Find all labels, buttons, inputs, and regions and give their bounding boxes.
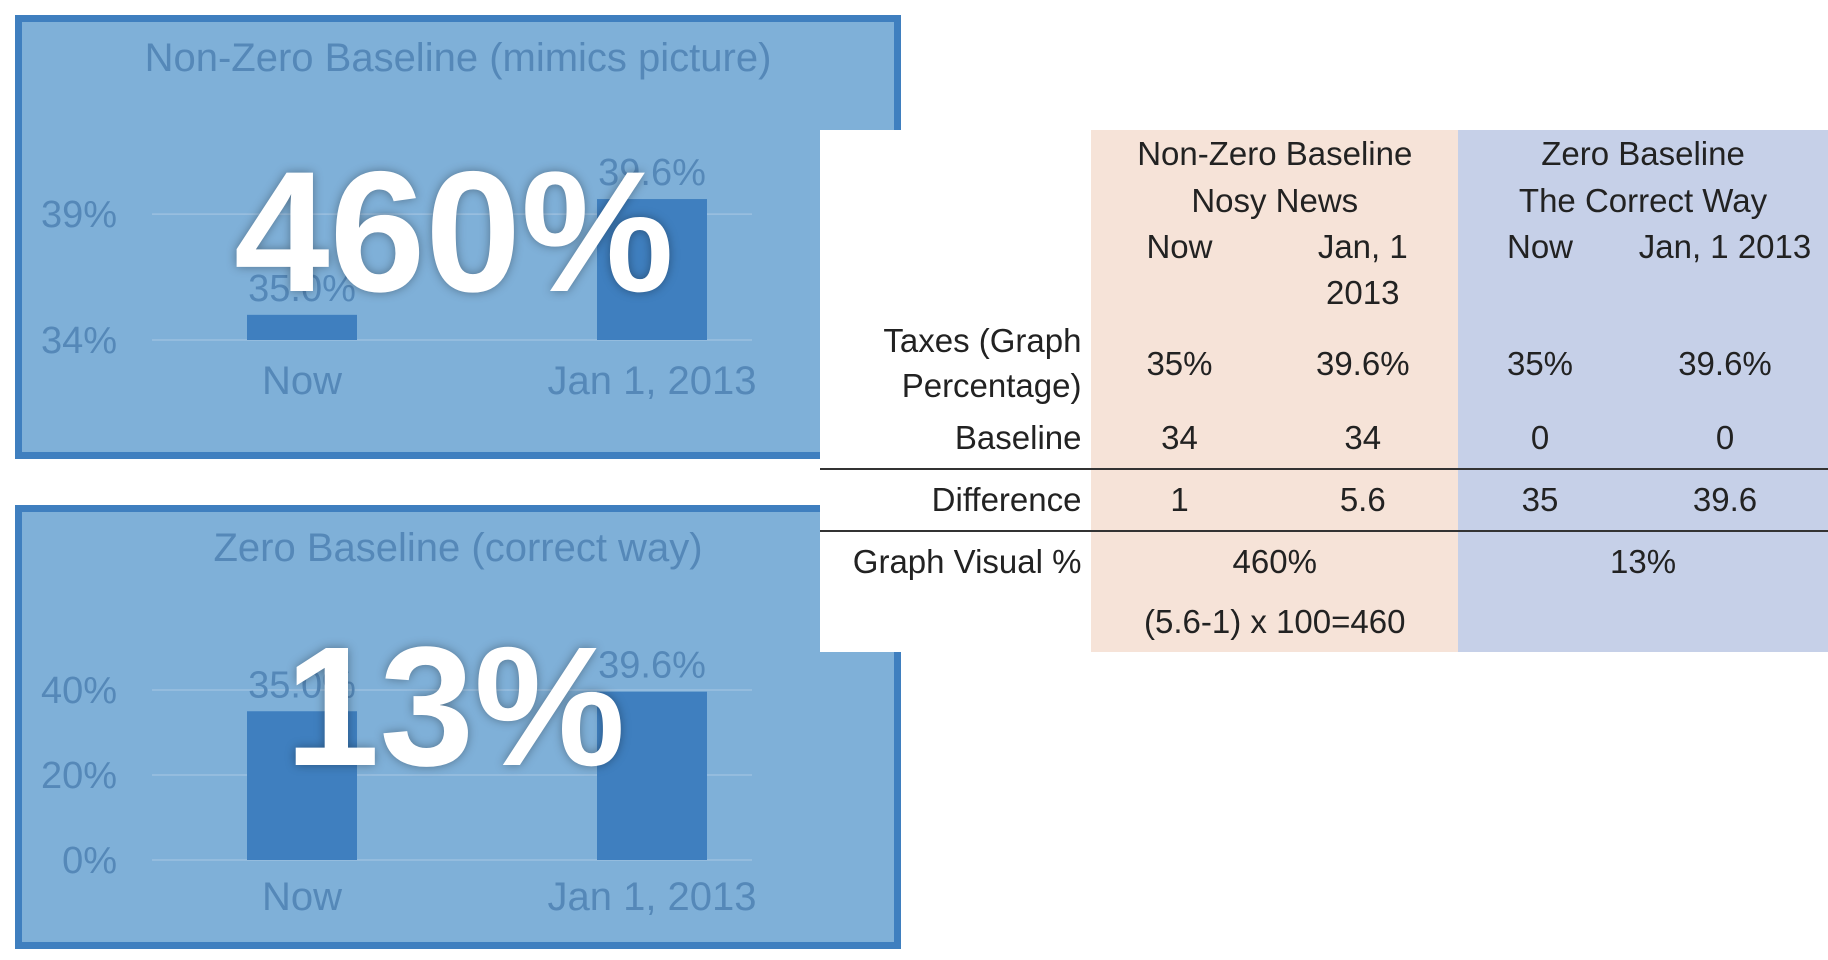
row-label-line1: Taxes (Graph xyxy=(883,322,1082,359)
table-group-header-row: Non-Zero Baseline Nosy News Zero Baselin… xyxy=(820,130,1828,224)
table-cell: 0 xyxy=(1458,408,1622,469)
table-cell: 35 xyxy=(1458,468,1622,532)
subheader-line1: Jan, 1 2013 xyxy=(1638,228,1812,265)
table-cell: 34 xyxy=(1267,408,1459,469)
table-row-formula: (5.6-1) x 100=460 xyxy=(820,592,1828,652)
data-label: 39.6% xyxy=(598,645,706,687)
empty-cell xyxy=(820,130,1092,224)
group-header-zero: Zero Baseline The Correct Way xyxy=(1458,130,1828,224)
table-cell: 39.6 xyxy=(1621,468,1828,532)
subheader-cell: Now xyxy=(1458,224,1622,318)
table-cell: 5.6 xyxy=(1267,468,1459,532)
table-cell: 34 xyxy=(1091,408,1268,469)
table-cell: 39.6% xyxy=(1267,318,1459,408)
x-tick-label: Now xyxy=(262,875,342,919)
y-tick-label: 39% xyxy=(41,194,117,236)
subheader-line1: Now xyxy=(1506,228,1574,265)
subheader-cell: Jan, 1 2013 xyxy=(1267,224,1459,318)
formula-cell: (5.6-1) x 100=460 xyxy=(1091,592,1459,652)
table-subheader-row: Now Jan, 1 2013 Now Jan, 1 2013 xyxy=(820,224,1828,318)
table-cell: 1 xyxy=(1091,468,1268,532)
row-label-graph-visual: Graph Visual % xyxy=(820,531,1092,592)
group-header-line1: Non-Zero Baseline xyxy=(1137,135,1413,172)
data-label: 35.0% xyxy=(248,664,356,706)
bar xyxy=(247,314,357,340)
row-label-line2: Percentage) xyxy=(901,367,1082,404)
overlay-13-percent: 13% xyxy=(285,612,626,802)
bar xyxy=(597,691,707,860)
table-row-difference: Difference 1 5.6 35 39.6 xyxy=(820,468,1828,532)
subheader-line1: Jan, 1 xyxy=(1317,228,1408,265)
subheader-cell: Now xyxy=(1091,224,1268,318)
group-header-line2: Nosy News xyxy=(1191,182,1359,219)
x-tick-label: Now xyxy=(262,359,342,403)
visual-zero-cell: 13% xyxy=(1458,531,1828,592)
row-label-difference: Difference xyxy=(820,468,1092,532)
zero-baseline-chart: 40% 20% 0% 35.0% Now 39.6% Jan 1, 2013 Zero Ba… xyxy=(15,505,901,949)
non-zero-baseline-plot: 39% 34% 35.0% Now 39.6% Jan 1, 2013 xyxy=(41,152,757,403)
zero-baseline-plot: 40% 20% 0% 35.0% Now 39.6% Jan 1, 2013 xyxy=(41,645,757,919)
empty-cell xyxy=(820,224,1092,318)
subheader-line2: 2013 xyxy=(1326,274,1400,311)
data-label: 35.0% xyxy=(248,268,356,310)
empty-cell xyxy=(1458,592,1828,652)
non-zero-baseline-chart: 39% 34% 35.0% Now 39.6% Jan 1, 2013 Non-Zero … xyxy=(15,15,901,459)
table-cell: 35% xyxy=(1458,318,1622,408)
bar xyxy=(597,199,707,340)
y-tick-label: 20% xyxy=(41,755,117,797)
group-header-line2: The Correct Way xyxy=(1518,182,1768,219)
x-tick-label: Jan 1, 2013 xyxy=(547,875,756,919)
subheader-line1: Now xyxy=(1146,228,1213,265)
row-label-taxes: Taxes (Graph Percentage) xyxy=(820,318,1092,408)
y-tick-label: 34% xyxy=(41,320,117,362)
group-header-line1: Zero Baseline xyxy=(1541,135,1745,172)
table-cell: 35% xyxy=(1091,318,1268,408)
table-cell: 0 xyxy=(1621,408,1828,469)
y-tick-label: 40% xyxy=(41,670,117,712)
overlay-460-percent: 460% xyxy=(234,136,674,328)
subheader-cell: Jan, 1 2013 xyxy=(1621,224,1828,318)
visual-non-zero-cell: 460% xyxy=(1091,531,1459,592)
comparison-table: Non-Zero Baseline Nosy News Zero Baselin… xyxy=(820,130,1828,652)
chart-title: Zero Baseline (correct way) xyxy=(213,526,703,570)
row-label-baseline: Baseline xyxy=(820,408,1092,469)
table-row-baseline: Baseline 34 34 0 0 xyxy=(820,408,1828,469)
group-header-non-zero: Non-Zero Baseline Nosy News xyxy=(1091,130,1459,224)
y-tick-label: 0% xyxy=(62,840,117,882)
table-row-graph-visual: Graph Visual % 460% 13% xyxy=(820,531,1828,592)
table-row-taxes: Taxes (Graph Percentage) 35% 39.6% 35% 3… xyxy=(820,318,1828,408)
data-label: 39.6% xyxy=(598,152,706,194)
bar xyxy=(247,711,357,860)
x-tick-label: Jan 1, 2013 xyxy=(547,359,756,403)
chart-title: Non-Zero Baseline (mimics picture) xyxy=(144,36,772,80)
empty-cell xyxy=(820,592,1092,652)
table-cell: 39.6% xyxy=(1621,318,1828,408)
